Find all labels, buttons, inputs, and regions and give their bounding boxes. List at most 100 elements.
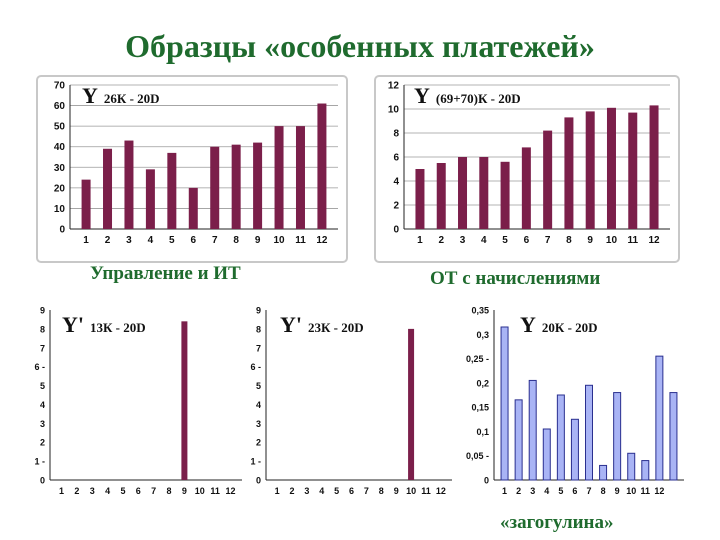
x-tick-label: 12 [316,235,328,246]
formula-expr-1: 26К - 20D [103,91,160,106]
bar-3 [124,140,134,229]
x-tick-label: 1 [59,486,64,496]
x-tick-label: 4 [481,235,487,246]
bar-2 [103,148,113,229]
bar-3 [458,157,468,229]
bar-2 [436,163,446,229]
chart-panel-1: 0 10 20 30 40 50 60 70 1 2 3 4 5 6 7 8 9 10 11 12 Y 26К - 20… [36,75,348,263]
x-tick-label: 8 [379,486,384,496]
bar-5 [556,394,565,481]
y-tick-label: 12 [388,81,400,92]
bar-8 [231,144,241,229]
y-tick-label: 30 [54,163,66,174]
x-tick-label: 4 [105,486,110,496]
y-tick-label: 0 [40,476,45,486]
x-tick-label: 10 [626,486,636,496]
formula-label-3: Y' 13К - 20D [62,312,146,338]
x-tick-label: 8 [233,235,239,246]
bar-9 [585,111,595,229]
y-tick-label: 0 [256,476,261,486]
y-tick-label: 0 [59,225,65,236]
y-tick-label: 9 [40,306,45,316]
x-tick-label: 11 [641,486,651,496]
x-tick-label: 7 [364,486,369,496]
y-tick-label: 0,1 [476,427,489,437]
x-tick-label: 10 [406,486,416,496]
x-tick-label: 8 [601,486,606,496]
formula-y-3: Y' [62,312,84,337]
bar-10 [627,452,636,481]
x-tick-label: 12 [225,486,235,496]
x-tick-label: 4 [319,486,324,496]
y-tick-label: 3 [40,419,45,429]
y-tick-label: 10 [388,105,400,116]
x-tick-label: 4 [544,486,549,496]
bar-10 [274,126,284,229]
bar-10 [408,328,415,480]
x-tick-label: 10 [273,235,285,246]
x-tick-label: 5 [502,235,508,246]
bar-7 [210,146,220,229]
bar-9 [253,142,263,229]
x-tick-label: 9 [182,486,187,496]
bar-6 [521,147,531,229]
x-tick-label: 4 [148,235,154,246]
bar-9 [181,321,188,480]
bar-6 [188,187,198,229]
y-tick-label: 0 [484,476,489,486]
x-tick-label: 7 [151,486,156,496]
y-tick-label: 9 [256,306,261,316]
formula-label-2: Y (69+70)К - 20D [414,83,521,109]
y-tick-label: 0,35 [471,306,489,316]
y-tick-label: 0,15 [471,403,489,413]
formula-y-5: Y [520,312,536,337]
bar-4 [479,157,489,229]
x-tick-label: 12 [436,486,446,496]
x-tick-label: 6 [349,486,354,496]
y-tick-label: 60 [54,101,66,112]
x-tick-label: 2 [438,235,444,246]
y-tick-label: 8 [40,324,45,334]
slide-title: Образцы «особенных платежей» [125,28,595,64]
caption-right: ОТ с начислениями [430,268,601,289]
x-tick-label: 9 [394,486,399,496]
x-tick-label: 1 [83,235,89,246]
y-tick-label: 2 [256,438,261,448]
y-tick-label: 0,2 [476,378,489,388]
y-tick-label: 8 [256,324,261,334]
formula-label-1: Y 26К - 20D [82,83,160,109]
x-tick-label: 9 [255,235,261,246]
y-tick-label: 6 - [34,362,45,372]
y-tick-label: 5 [256,381,261,391]
formula-expr-3: 13К - 20D [90,320,146,335]
y-tick-label: 40 [54,142,66,153]
y-tick-label: 6 [393,153,399,164]
x-tick-label: 10 [195,486,205,496]
chart-frame [36,75,348,263]
formula-y-4: Y' [280,312,302,337]
bar-1 [415,169,425,229]
bar-12 [317,103,327,229]
bar-11 [295,126,305,229]
x-tick-label: 11 [627,235,638,246]
bar-8 [599,464,608,481]
bar-11 [641,460,650,481]
y-tick-label: 3 [256,419,261,429]
y-tick-label: 0 [393,225,399,236]
y-tick-label: 1 - [250,457,261,467]
bar-7 [585,384,593,481]
bar-3 [528,379,537,481]
x-tick-label: 11 [421,486,431,496]
x-tick-label: 2 [105,235,111,246]
y-tick-label: 4 [40,400,45,410]
formula-expr-4: 23К - 20D [308,320,364,335]
bar-10 [606,107,616,229]
formula-label-5: Y 20К - 20D [520,312,598,338]
bar-8 [564,117,574,229]
formula-expr-2: (69+70)К - 20D [435,91,521,106]
x-tick-label: 8 [167,486,172,496]
bar-4 [145,169,155,229]
x-tick-label: 11 [210,486,220,496]
